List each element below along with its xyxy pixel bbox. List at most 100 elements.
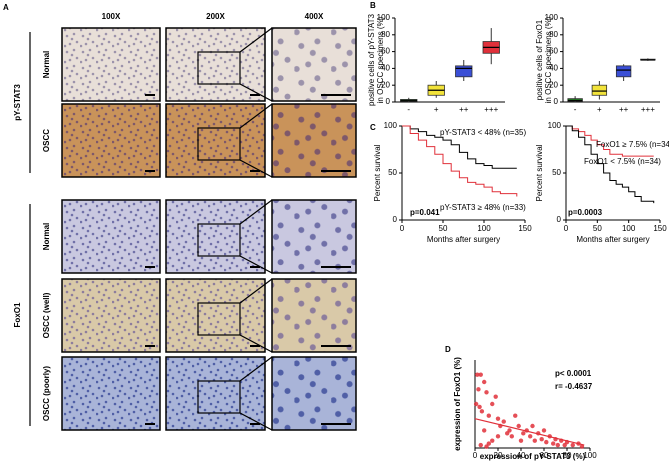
legend-entry: pY-STAT3 ≥ 48% (n=33): [440, 203, 526, 212]
zoom-line: [239, 412, 273, 431]
y-tick-label: 0: [557, 215, 562, 224]
micrograph: [61, 278, 161, 353]
group-label: pY-STAT3: [13, 84, 22, 121]
fit-line: [474, 418, 585, 446]
x-tick-label: 50: [439, 224, 448, 233]
x-axis-label: expression of pY-STAT3 (%): [480, 452, 586, 461]
zoom-line: [239, 278, 273, 304]
y-tick-label: 20: [381, 80, 390, 89]
point: [555, 442, 560, 448]
panel-label: C: [370, 123, 376, 132]
y-tick-label: 0: [386, 97, 391, 106]
point: [501, 419, 506, 424]
row-label: OSCC (well): [42, 292, 51, 338]
zoom-line: [239, 356, 273, 382]
y-tick-label: 0: [554, 97, 559, 106]
y-tick-label: 40: [549, 64, 558, 73]
y-axis-label: in OSCC specimens (%): [544, 16, 553, 103]
point: [513, 413, 518, 418]
survival-curve: [402, 125, 517, 169]
zoom-line: [239, 334, 273, 353]
zoom-box: [197, 302, 241, 336]
micrograph: [61, 103, 161, 178]
point: [495, 416, 501, 421]
point: [490, 438, 495, 443]
survival-curve: [566, 125, 655, 204]
y-tick-label: 100: [384, 121, 398, 130]
x-tick-label: 100: [477, 224, 491, 233]
p-value: p< 0.0001: [555, 369, 592, 378]
x-tick-label: +++: [484, 105, 498, 114]
x-tick-label: 0: [564, 224, 569, 233]
point: [495, 434, 501, 439]
point: [486, 413, 491, 418]
point: [478, 372, 483, 377]
group-label: FoxO1: [13, 302, 22, 327]
point: [475, 372, 480, 377]
point: [482, 428, 487, 433]
y-tick-label: 100: [377, 13, 391, 22]
y-tick-label: 50: [388, 168, 397, 177]
point: [473, 401, 479, 407]
zoom-box: [197, 127, 241, 161]
box: [455, 65, 473, 78]
legend-entry: FoxO1 ≥ 7.5% (n=34): [596, 140, 669, 149]
point: [528, 434, 533, 439]
point: [479, 409, 485, 414]
x-tick-label: 150: [518, 224, 532, 233]
legend-entry: FoxO1 < 7.5% (n=34): [584, 157, 661, 166]
point: [509, 434, 514, 439]
x-tick-label: -: [407, 105, 410, 114]
point: [507, 428, 512, 433]
y-axis-label: in OSCC specimens (%): [376, 16, 385, 103]
panel-label: D: [445, 345, 451, 354]
x-tick-label: +++: [641, 105, 655, 114]
zoom-box: [197, 223, 241, 257]
point: [493, 394, 498, 399]
x-tick-label: 150: [653, 224, 667, 233]
box: [615, 65, 632, 78]
zoom-box: [197, 380, 241, 414]
row-label: Normal: [42, 223, 51, 251]
point: [477, 404, 482, 410]
y-tick-label: 80: [381, 30, 390, 39]
zoom-box: [197, 51, 241, 85]
point: [570, 442, 575, 448]
zoom-line: [239, 199, 273, 225]
point: [551, 441, 556, 446]
x-tick-label: 0: [473, 451, 478, 460]
magnification: 200X: [206, 12, 225, 21]
x-axis-label: Months after surgery: [427, 235, 500, 244]
point: [539, 437, 544, 442]
x-tick-label: ++: [459, 105, 469, 114]
point: [518, 438, 524, 443]
x-tick-label: ++: [619, 105, 629, 114]
point: [516, 423, 521, 429]
y-axis-label: positive cells of pY-STAT3: [367, 14, 376, 106]
y-tick-label: 0: [393, 215, 398, 224]
zoom-line: [239, 255, 273, 274]
micrograph: [271, 199, 357, 274]
zoom-line: [239, 103, 273, 129]
y-axis-label: expression of FoxO1 (%): [453, 357, 462, 451]
magnification: 400X: [305, 12, 324, 21]
x-axis-label: Months after surgery: [576, 235, 649, 244]
row-label: Normal: [42, 51, 51, 79]
y-tick-label: 40: [381, 64, 390, 73]
x-tick-label: +: [434, 105, 439, 114]
y-axis-label: Percent survival: [535, 144, 544, 201]
row-label: OSCC: [42, 129, 51, 152]
x-tick-label: 80: [563, 451, 572, 460]
y-tick-label: 20: [549, 80, 558, 89]
micrograph: [271, 103, 357, 178]
point: [476, 387, 481, 392]
panel-label: A: [3, 3, 9, 12]
x-tick-label: 50: [593, 224, 602, 233]
r-value: r= -0.4637: [555, 382, 593, 391]
x-tick-label: 100: [622, 224, 636, 233]
y-axis-label: Percent survival: [373, 144, 382, 201]
x-tick-label: 100: [583, 451, 597, 460]
panel-label: B: [370, 1, 376, 10]
zoom-line: [239, 83, 273, 102]
point: [486, 441, 491, 446]
